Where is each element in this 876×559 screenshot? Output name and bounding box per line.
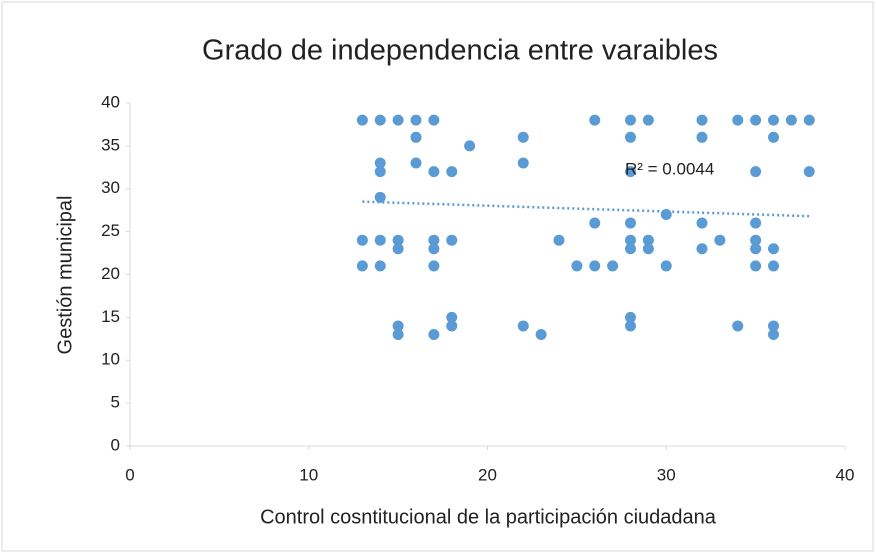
scatter-point	[464, 140, 476, 152]
scatter-point	[410, 114, 422, 126]
scatter-point	[750, 260, 762, 272]
scatter-point	[732, 114, 744, 126]
scatter-point	[589, 260, 601, 272]
x-tick-label: 10	[299, 465, 318, 484]
scatter-point	[750, 217, 762, 229]
scatter-point	[625, 243, 636, 255]
scatter-point	[446, 234, 458, 246]
scatter-point	[517, 320, 529, 332]
scatter-point	[392, 114, 404, 126]
scatter-point	[642, 114, 654, 126]
scatter-point	[374, 234, 386, 246]
scatter-point	[642, 243, 654, 255]
scatter-point	[392, 329, 404, 341]
scatter-point	[392, 320, 404, 332]
scatter-point	[517, 157, 529, 169]
scatter-point	[410, 157, 422, 169]
scatter-point	[428, 260, 440, 272]
y-tick-label: 15	[101, 307, 120, 326]
scatter-point	[446, 166, 458, 178]
scatter-point	[374, 114, 386, 126]
scatter-point	[625, 131, 636, 143]
x-tick-label: 20	[478, 465, 497, 484]
y-tick-label: 10	[101, 350, 120, 369]
y-axis-label: Gestión municipal	[54, 196, 76, 355]
y-tick-label: 35	[101, 135, 120, 154]
x-tick-label: 0	[125, 465, 134, 484]
scatter-point	[589, 217, 601, 229]
scatter-point	[446, 311, 458, 323]
chart-title: Grado de independencia entre varaibles	[202, 35, 718, 67]
scatter-point	[768, 260, 779, 272]
scatter-point	[589, 114, 601, 126]
y-tick-label: 5	[111, 393, 120, 412]
scatter-point	[732, 320, 744, 332]
scatter-point	[374, 157, 386, 169]
scatter-point	[428, 234, 440, 246]
scatter-point	[625, 166, 636, 178]
scatter-point	[750, 166, 762, 178]
scatter-point	[392, 234, 404, 246]
scatter-point	[803, 114, 815, 126]
scatter-point	[374, 260, 386, 272]
y-tick-label: 20	[101, 264, 120, 283]
y-tick-label: 40	[101, 92, 120, 111]
scatter-point	[696, 114, 708, 126]
scatter-point	[696, 217, 708, 229]
scatter-point	[571, 260, 583, 272]
y-tick-label: 25	[101, 221, 120, 240]
scatter-point	[446, 320, 458, 332]
scatter-point	[768, 114, 779, 126]
scatter-point	[625, 114, 636, 126]
scatter-point	[750, 243, 762, 255]
scatter-point	[428, 114, 440, 126]
scatter-point	[625, 234, 636, 246]
scatter-point	[768, 329, 779, 341]
x-tick-label: 30	[657, 465, 676, 484]
scatter-point	[768, 320, 779, 332]
scatter-point	[553, 234, 565, 246]
scatter-point	[517, 131, 529, 143]
scatter-point	[428, 166, 440, 178]
scatter-point	[356, 260, 368, 272]
scatter-point	[356, 114, 368, 126]
scatter-point	[356, 234, 368, 246]
scatter-point	[625, 320, 636, 332]
y-tick-label: 0	[111, 435, 120, 454]
x-tick-label: 40	[836, 465, 855, 484]
scatter-point	[803, 166, 815, 178]
scatter-point	[625, 311, 636, 323]
x-axis-label: Control cosntitucional de la participaci…	[260, 506, 717, 528]
scatter-point	[392, 243, 404, 255]
trendline-annotation: R² = 0.0044	[625, 159, 714, 178]
scatter-point	[374, 191, 386, 203]
scatter-point	[607, 260, 619, 272]
scatter-point	[696, 131, 708, 143]
scatter-point	[374, 166, 386, 178]
scatter-point	[642, 234, 654, 246]
scatter-point	[660, 260, 672, 272]
scatter-point	[428, 329, 440, 341]
scatter-point	[785, 114, 797, 126]
scatter-point	[750, 234, 762, 246]
y-tick-label: 30	[101, 178, 120, 197]
scatter-point	[625, 217, 636, 229]
scatter-point	[768, 243, 779, 255]
scatter-point	[696, 243, 708, 255]
scatter-point	[750, 114, 762, 126]
scatter-point	[714, 234, 726, 246]
scatter-point	[428, 243, 440, 255]
scatter-point	[410, 131, 422, 143]
scatter-point	[535, 329, 547, 341]
scatter-point	[768, 131, 779, 143]
